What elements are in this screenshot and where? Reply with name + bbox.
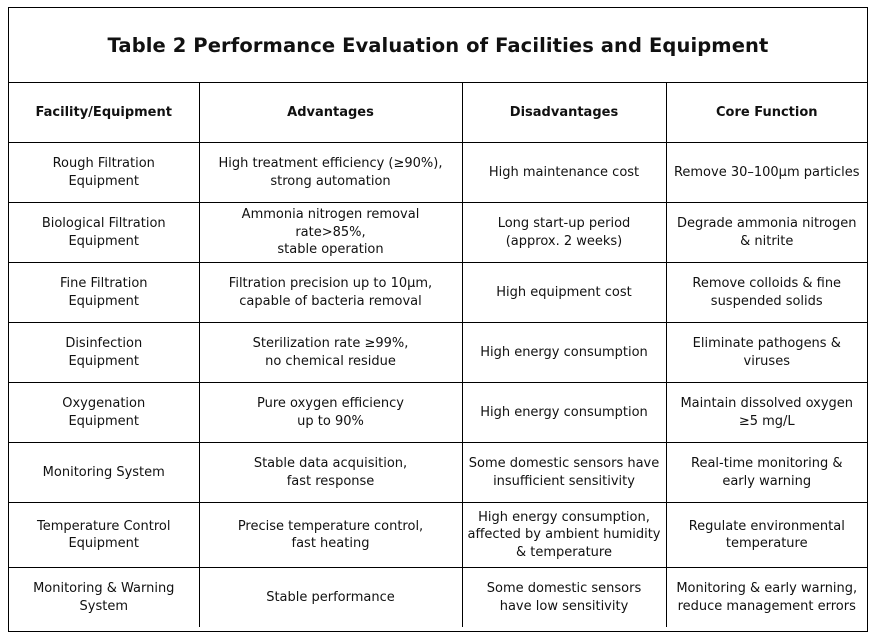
cell-advantages: Stable performance [199, 567, 463, 627]
evaluation-table: Facility/Equipment Advantages Disadvanta… [9, 83, 867, 627]
cell-core-function: Degrade ammonia nitrogen & nitrite [666, 202, 867, 263]
table-row: Temperature Control Equipment Precise te… [9, 502, 867, 568]
cell-facility: Biological Filtration Equipment [9, 202, 200, 263]
column-header-disadvantages: Disadvantages [462, 83, 667, 143]
cell-advantages: Ammonia nitrogen removal rate>85%, stabl… [199, 202, 463, 263]
cell-core-function: Monitoring & early warning, reduce manag… [676, 581, 858, 614]
table-row: Monitoring System Stable data acquisitio… [9, 442, 867, 503]
cell-facility: Oxygenation Equipment [9, 382, 200, 443]
cell-facility: Disinfection Equipment [9, 322, 200, 383]
cell-core-function: Eliminate pathogens & viruses [666, 322, 867, 383]
cell-disadvantages: Some domestic sensors have low sensitivi… [462, 567, 667, 627]
cell-core-function: Remove colloids & fine suspended solids [666, 262, 867, 323]
cell-disadvantages: High energy consumption [462, 322, 667, 383]
cell-core-function: Remove 30–100μm particles [666, 142, 867, 203]
cell-advantages: Filtration precision up to 10μm, capable… [199, 262, 463, 323]
cell-advantages: Precise temperature control, fast heatin… [199, 502, 463, 568]
cell-disadvantages: High equipment cost [462, 262, 667, 323]
cell-disadvantages: Long start-up period (approx. 2 weeks) [462, 202, 667, 263]
cell-advantages: Stable data acquisition, fast response [199, 442, 463, 503]
table-title: Table 2 Performance Evaluation of Facili… [9, 8, 867, 83]
cell-disadvantages: Some domestic sensors have insufficient … [462, 442, 667, 503]
column-header-core-function: Core Function [666, 83, 867, 143]
table-row: Biological Filtration Equipment Ammonia … [9, 202, 867, 263]
cell-disadvantages: High energy consumption [462, 382, 667, 443]
cell-advantages: Pure oxygen efficiency up to 90% [199, 382, 463, 443]
cell-core-function: Maintain dissolved oxygen ≥5 mg/L [666, 382, 867, 443]
cell-core-function: Real-time monitoring & early warning [666, 442, 867, 503]
cell-disadvantages: High maintenance cost [462, 142, 667, 203]
cell-facility: Temperature Control Equipment [9, 502, 200, 568]
header-row: Facility/Equipment Advantages Disadvanta… [9, 83, 867, 143]
column-header-facility: Facility/Equipment [9, 83, 200, 143]
cell-facility: Monitoring System [9, 442, 200, 503]
cell-disadvantages: High energy consumption, affected by amb… [462, 502, 667, 568]
table-row: Oxygenation Equipment Pure oxygen effici… [9, 382, 867, 443]
table-row: Disinfection Equipment Sterilization rat… [9, 322, 867, 383]
table-frame: Table 2 Performance Evaluation of Facili… [8, 7, 868, 632]
table-row: Fine Filtration Equipment Filtration pre… [9, 262, 867, 323]
cell-advantages: High treatment efficiency (≥90%), strong… [199, 142, 463, 203]
cell-facility: Rough Filtration Equipment [9, 142, 200, 203]
cell-facility: Fine Filtration Equipment [9, 262, 200, 323]
cell-facility: Monitoring & Warning System [9, 567, 200, 627]
cell-advantages: Sterilization rate ≥99%, no chemical res… [199, 322, 463, 383]
table-row: Rough Filtration Equipment High treatmen… [9, 142, 867, 203]
cell-core-function: Regulate environmental temperature [666, 502, 867, 568]
column-header-advantages: Advantages [199, 83, 463, 143]
table-row: Monitoring & Warning System Stable perfo… [9, 567, 867, 627]
